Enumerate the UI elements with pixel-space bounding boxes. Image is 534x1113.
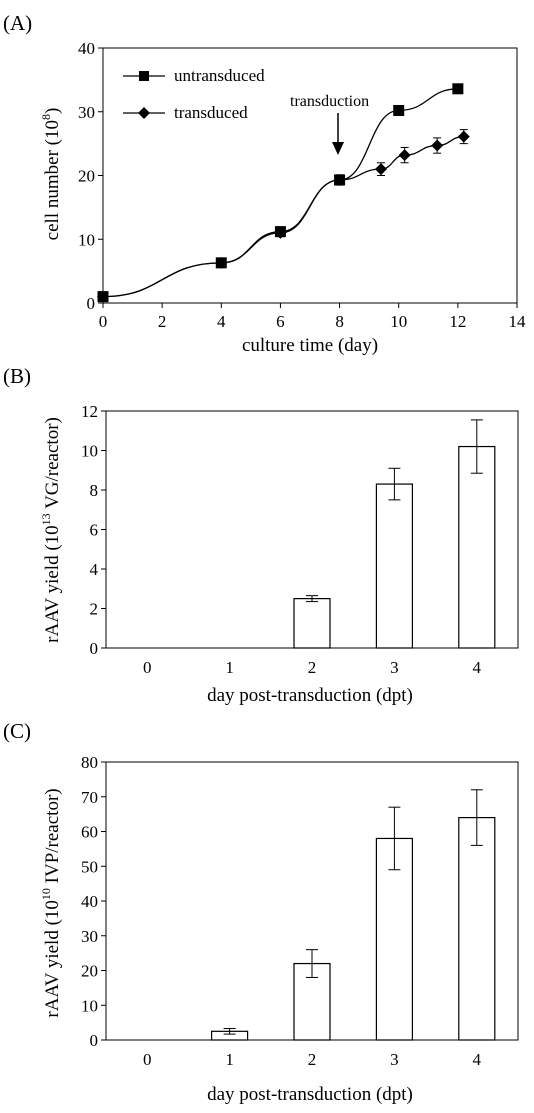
panel-c-xtick-label: 1 — [225, 1050, 234, 1069]
panel-c-bar — [375, 837, 413, 1041]
panel-c-ytick-label: 80 — [81, 753, 98, 772]
legend-transduced-marker — [138, 107, 150, 119]
panel-b-bar — [293, 598, 331, 649]
legend-untransduced-label: untransduced — [174, 66, 265, 85]
panel-c-ylabel: rAAV yield (1010 IVP/reactor) — [39, 788, 63, 1017]
panel-b-xtick-label: 0 — [143, 658, 152, 677]
panel-b-label: (B) — [3, 364, 31, 388]
panel-a-ytick-label: 20 — [78, 167, 95, 186]
transduction-arrow-head — [332, 142, 344, 155]
series-untransduced-point — [393, 104, 405, 116]
svg-text:rAAV yield (1013 VG/reactor): rAAV yield (1013 VG/reactor) — [39, 417, 63, 643]
panel-b-ylabel-sup: 13 — [39, 513, 53, 525]
series-untransduced-point — [452, 83, 464, 95]
panel-b-xtick-label: 2 — [308, 658, 317, 677]
panel-c-xlabel: day post-transduction (dpt) — [207, 1084, 413, 1105]
panel-c-ytick-label: 70 — [81, 788, 98, 807]
panel-a-xtick-label: 4 — [217, 312, 226, 331]
panel-a-xtick-label: 0 — [99, 312, 108, 331]
panel-a-ytick-label: 30 — [78, 103, 95, 122]
panel-c-xtick-label: 4 — [473, 1050, 482, 1069]
panel-b-bars — [293, 419, 496, 649]
panel-a-ytick-label: 40 — [78, 39, 95, 58]
panel-b-bar — [375, 483, 413, 649]
panel-a-xtick-label: 2 — [158, 312, 167, 331]
panel-b-ylabel-tail: VG/reactor) — [42, 417, 63, 513]
series-transduced-point — [374, 163, 387, 176]
panel-c-axes: 0 10 20 30 40 50 60 70 80 0 1 2 3 4 — [81, 753, 482, 1069]
panel-a-xtick-label: 14 — [509, 312, 527, 331]
panel-c-ylabel-main: rAAV yield (10 — [42, 900, 63, 1018]
panel-a-xtick-label: 12 — [449, 312, 466, 331]
series-transduced-point — [274, 226, 287, 239]
panel-b-ylabel: rAAV yield (1013 VG/reactor) — [39, 417, 63, 643]
panel-c-label: (C) — [3, 719, 31, 743]
panel-b-bar — [458, 445, 496, 649]
panel-c-ytick-label: 60 — [81, 823, 98, 842]
panel-a-ylabel-main: cell number (10 — [42, 120, 63, 240]
svg-text:cell number (108): cell number (108) — [39, 108, 63, 241]
panel-b-xtick-label: 1 — [225, 658, 234, 677]
panel-b-ytick-label: 6 — [90, 521, 99, 540]
panel-c-ylabel-tail: IVP/reactor) — [42, 788, 63, 888]
panel-b-ytick-label: 2 — [90, 600, 99, 619]
panel-c-ytick-label: 20 — [81, 962, 98, 981]
panel-b-ytick-label: 8 — [90, 481, 99, 500]
panel-b-ytick-label: 10 — [81, 442, 98, 461]
panel-c: (C) rAAV yield (1010 IVP/reactor) day po… — [3, 719, 519, 1105]
panel-b-ylabel-main: rAAV yield (10 — [42, 525, 63, 643]
panel-b: (B) rAAV yield (1013 VG/reactor) day pos… — [3, 364, 519, 706]
series-untransduced-line — [102, 88, 458, 298]
panel-a-xtick-label: 6 — [276, 312, 285, 331]
panel-a-ytick-label: 0 — [87, 294, 96, 313]
series-transduced-point — [431, 139, 444, 152]
legend-untransduced-marker — [139, 71, 149, 81]
panel-a-ytick-label: 10 — [78, 230, 95, 249]
panel-a: (A) cell number (108) culture time (day)… — [3, 11, 526, 356]
panel-c-ytick-label: 0 — [90, 1031, 99, 1050]
legend: untransduced transduced — [123, 66, 265, 122]
panel-a-ylabel-sup: 8 — [39, 114, 53, 120]
panel-a-series — [97, 83, 470, 303]
panel-b-xlabel: day post-transduction (dpt) — [207, 685, 413, 706]
panel-a-ylabel: cell number (108) — [39, 108, 63, 241]
panel-c-ytick-label: 10 — [81, 996, 98, 1015]
panel-a-xlabel: culture time (day) — [242, 335, 378, 356]
panel-c-ytick-label: 40 — [81, 892, 98, 911]
svg-text:rAAV yield (1010 IVP/reactor): rAAV yield (1010 IVP/reactor) — [39, 788, 63, 1017]
panel-a-axes: 0 10 20 30 40 0 2 4 6 8 10 12 14 — [78, 39, 526, 331]
series-transduced-point — [457, 130, 470, 143]
panel-a-label: (A) — [3, 11, 32, 35]
transduction-annotation: transduction — [290, 93, 369, 110]
panel-c-xtick-label: 3 — [390, 1050, 399, 1069]
panel-c-xtick-label: 2 — [308, 1050, 317, 1069]
panel-b-ytick-label: 0 — [90, 639, 99, 658]
series-transduced-point — [215, 256, 228, 269]
panel-b-xtick-label: 3 — [390, 658, 399, 677]
panel-b-ytick-label: 4 — [90, 560, 99, 579]
series-transduced-point — [333, 173, 346, 186]
legend-transduced-label: transduced — [174, 103, 248, 122]
panel-a-ylabel-tail: ) — [42, 108, 63, 114]
series-transduced-point — [97, 290, 109, 303]
panel-a-xtick-label: 8 — [335, 312, 344, 331]
panel-c-ylabel-sup: 10 — [39, 888, 53, 900]
panel-b-xtick-label: 4 — [473, 658, 482, 677]
series-transduced-line — [102, 135, 464, 298]
panel-a-xtick-label: 10 — [390, 312, 407, 331]
panel-c-ytick-label: 30 — [81, 927, 98, 946]
panel-c-bar — [458, 816, 496, 1041]
panel-c-xtick-label: 0 — [143, 1050, 152, 1069]
panel-c-bars — [211, 789, 496, 1041]
series-transduced-point — [398, 149, 411, 162]
panel-b-ytick-label: 12 — [81, 402, 98, 421]
panel-c-ytick-label: 50 — [81, 857, 98, 876]
